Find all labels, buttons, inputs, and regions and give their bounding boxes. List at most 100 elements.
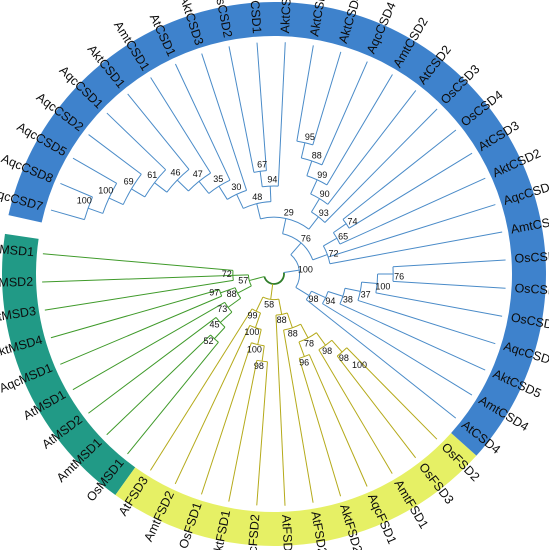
branch-line (87, 207, 103, 214)
branch-line (228, 46, 255, 173)
branch-line (298, 358, 342, 497)
bootstrap-value: 61 (147, 170, 157, 180)
branch-line (261, 345, 265, 362)
branch-line (176, 179, 189, 192)
branch-line (333, 223, 347, 234)
bootstrap-value: 90 (320, 189, 330, 199)
bootstrap-value: 100 (298, 264, 313, 274)
branch-line (308, 354, 368, 487)
bootstrap-value: 67 (257, 159, 267, 169)
branch-arc (260, 216, 310, 230)
branch-line (88, 317, 217, 414)
leaf-label: AqcFSD2 (244, 514, 262, 550)
bootstrap-value: 100 (247, 344, 262, 354)
branch-line (311, 198, 320, 213)
branch-line (283, 269, 300, 273)
branch-line (286, 312, 293, 328)
branch-line (328, 204, 496, 258)
branch-arc (243, 201, 271, 209)
branch-line (361, 281, 378, 285)
bootstrap-value: 52 (204, 336, 214, 346)
branch-line (150, 77, 212, 174)
leaf-label: OsCSD6 (514, 249, 549, 266)
branch-line (257, 329, 262, 345)
branch-line (290, 242, 302, 256)
branch-arc (339, 288, 346, 305)
branch-line (236, 194, 244, 209)
bootstrap-value: 72 (222, 269, 232, 279)
bootstrap-value: 46 (171, 168, 181, 178)
clade-band-fsd (115, 432, 477, 546)
bootstrap-value: 94 (267, 174, 277, 184)
branch-line (312, 254, 328, 261)
leaf-label: OsCSD1 (246, 0, 264, 34)
branch-line (316, 332, 326, 346)
bootstrap-value: 100 (244, 327, 259, 337)
branch-line (392, 259, 506, 268)
bootstrap-value: 35 (213, 174, 223, 184)
branch-arc (232, 270, 234, 281)
branch-line (42, 274, 233, 283)
branch-line (298, 341, 305, 357)
branch-line (326, 74, 393, 186)
branch-line (255, 296, 264, 312)
branch-line (131, 188, 146, 198)
branch-line (324, 108, 438, 223)
branch-line (342, 129, 457, 220)
branch-line (106, 334, 211, 436)
bootstrap-value: 100 (375, 281, 390, 291)
bootstrap-value: 88 (288, 328, 298, 338)
branch-line (339, 177, 486, 245)
branch-line (127, 93, 190, 170)
branch-line (214, 326, 226, 340)
bootstrap-value: 47 (193, 169, 203, 179)
branch-line (256, 42, 267, 171)
bootstrap-value: 29 (284, 207, 294, 217)
leaf-label: OsCSD7 (514, 281, 549, 298)
bootstrap-value: 88 (312, 151, 322, 161)
branch-line (72, 157, 117, 184)
bootstrap-value: 76 (394, 272, 404, 282)
bootstrap-value: 100 (352, 360, 367, 370)
branch-line (357, 299, 496, 345)
bootstrap-value: 98 (339, 353, 349, 363)
branch-arc (290, 254, 301, 288)
leaf-label: AktMSD2 (0, 275, 33, 291)
branch-line (198, 181, 210, 194)
bootstrap-value: 100 (98, 185, 113, 195)
branch-line (283, 329, 314, 503)
bootstrap-value: 99 (317, 170, 327, 180)
branch-arc (282, 233, 314, 261)
branch-line (270, 283, 274, 300)
branch-line (106, 112, 167, 171)
branch-line (331, 339, 343, 353)
branch-line (329, 231, 503, 265)
branch-line (348, 152, 473, 229)
branch-line (200, 342, 252, 495)
bootstrap-value: 88 (227, 289, 237, 299)
branch-line (375, 292, 503, 317)
branch-line (323, 237, 338, 247)
branch-arc (311, 211, 326, 223)
bootstrap-value: 99 (247, 310, 257, 320)
bootstrap-value: 98 (309, 294, 319, 304)
branch-line (154, 182, 168, 193)
branch-line (346, 347, 359, 360)
clade-band-csd (8, 2, 547, 456)
bootstrap-value: 69 (124, 176, 134, 186)
bootstrap-value: 100 (77, 196, 92, 206)
bootstrap-value: 48 (252, 192, 262, 202)
branch-line (42, 253, 234, 271)
bootstrap-value: 57 (238, 276, 248, 286)
branch-line (336, 355, 417, 459)
bootstrap-value: 37 (361, 289, 371, 299)
branch-line (72, 301, 226, 391)
bootstrap-value: 93 (319, 208, 329, 218)
branch-line (174, 325, 251, 485)
bootstrap-value: 65 (338, 231, 348, 241)
branch-line (254, 312, 261, 328)
branch-line (322, 303, 473, 396)
branch-line (305, 299, 457, 419)
